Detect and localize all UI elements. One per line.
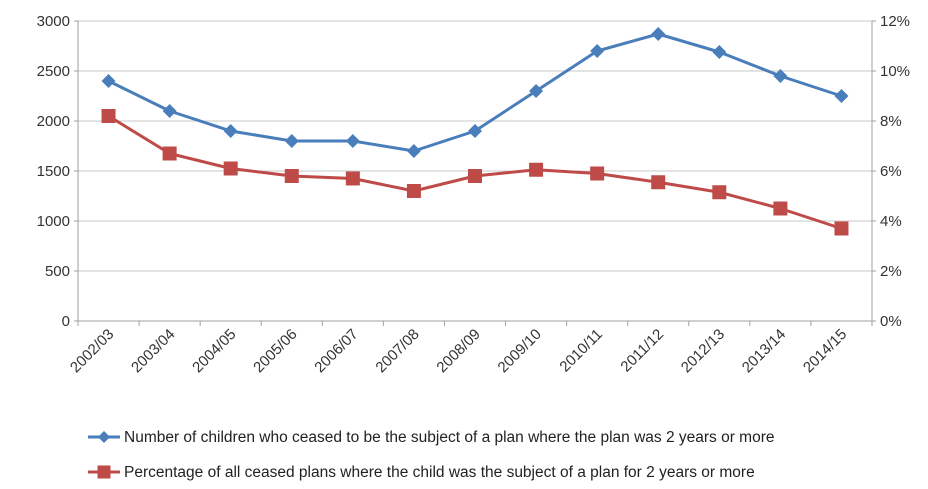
right-tick-label: 4%	[880, 213, 902, 230]
legend-item-0: Number of children who ceased to be the …	[88, 429, 775, 446]
left-tick-label: 2500	[37, 63, 70, 80]
left-tick-label: 0	[62, 313, 70, 330]
series-0-point	[406, 144, 421, 158]
legend-0-label: Number of children who ceased to be the …	[124, 429, 775, 446]
right-tick-label: 0%	[880, 313, 902, 330]
series-0-point	[101, 74, 116, 88]
gridlines	[78, 20, 872, 272]
series-1-point	[284, 169, 299, 183]
series-1-point	[712, 185, 727, 200]
right-tick-label: 12%	[880, 13, 910, 30]
left-axis-ticks: 0 500 1000 1500 2000 2500 3000	[37, 13, 70, 330]
series-0-point	[284, 134, 299, 148]
series-0-point	[773, 69, 788, 83]
series-1-point	[468, 169, 482, 183]
x-tick-label: 2008/09	[433, 326, 483, 376]
series-1-point	[590, 166, 605, 181]
legend-0-diamond-marker	[98, 431, 110, 443]
x-tick-label: 2002/03	[67, 326, 117, 376]
series-1-point	[773, 201, 788, 216]
series-0-point	[345, 134, 360, 148]
series-1-point	[834, 221, 849, 236]
left-tick-label: 1500	[37, 163, 70, 180]
x-tick-label: 2006/07	[311, 326, 361, 376]
x-tick-label: 2004/05	[189, 326, 239, 376]
series-0-point	[590, 44, 605, 58]
series-1-point	[529, 162, 544, 177]
legend-item-1: Percentage of all ceased plans where the…	[88, 464, 755, 481]
left-tick-label: 2000	[37, 113, 70, 130]
x-tick-label: 2011/12	[617, 326, 667, 376]
series-1-point	[651, 175, 666, 190]
axes	[74, 20, 876, 326]
x-tick-label: 2013/14	[739, 326, 789, 376]
x-tick-label: 2003/04	[128, 326, 178, 376]
series-0-point	[223, 124, 238, 138]
series-0-point	[651, 27, 666, 41]
right-tick-label: 10%	[880, 63, 910, 80]
left-tick-label: 500	[45, 263, 70, 280]
series-0-point	[834, 89, 849, 103]
x-tick-label: 2007/08	[372, 326, 422, 376]
legend-1-label: Percentage of all ceased plans where the…	[124, 464, 755, 481]
series-group	[101, 27, 849, 236]
x-tick-label: 2014/15	[800, 326, 850, 376]
right-axis-ticks: 0% 2% 4% 6% 8% 10% 12%	[880, 13, 910, 330]
x-tick-label: 2009/10	[495, 326, 545, 376]
series-1-point	[406, 184, 421, 198]
series-0-point	[468, 124, 482, 138]
x-tick-label: 2005/06	[250, 326, 300, 376]
series-1-point	[345, 171, 360, 186]
legend-1-square-marker	[97, 465, 111, 479]
right-tick-label: 2%	[880, 263, 902, 280]
series-1-point	[101, 109, 116, 123]
series-0-point	[712, 45, 727, 59]
series-0-point	[162, 104, 177, 118]
right-tick-label: 6%	[880, 163, 902, 180]
series-1-point	[223, 161, 238, 176]
x-tick-label: 2012/13	[678, 326, 728, 376]
right-tick-label: 8%	[880, 113, 902, 130]
left-tick-label: 1000	[37, 213, 70, 230]
legend: Number of children who ceased to be the …	[88, 429, 775, 481]
series-1-point	[162, 146, 177, 161]
series-0-point	[529, 84, 544, 98]
left-tick-label: 3000	[37, 13, 70, 30]
x-tick-label: 2010/11	[556, 326, 606, 376]
x-axis-ticks: 2002/03 2003/04 2004/05 2005/06 2006/07 2007/…	[67, 326, 850, 376]
